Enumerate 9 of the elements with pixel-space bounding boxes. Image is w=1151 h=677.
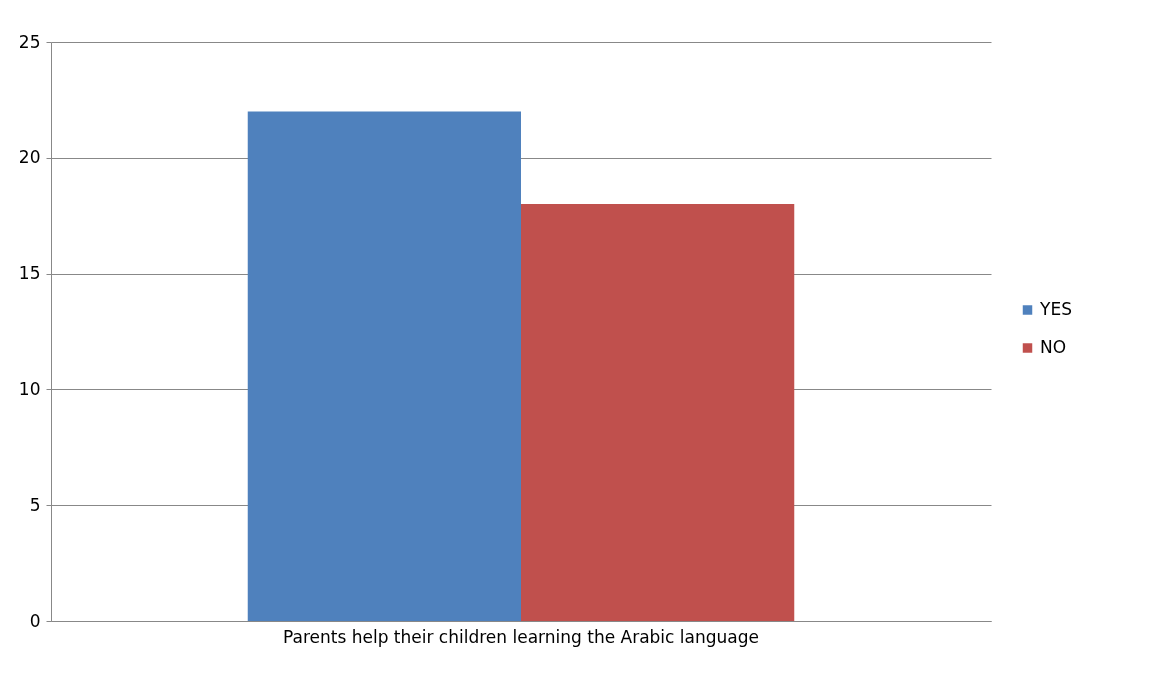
x-tick-label: Parents help their children learning the Arabic language <box>283 626 759 647</box>
y-tick-label: 0 <box>29 610 41 631</box>
y-tick-label: 20 <box>18 147 41 168</box>
legend-label: YES <box>1039 299 1072 319</box>
legend-label: NO <box>1040 337 1067 357</box>
y-tick-label: 25 <box>18 31 41 52</box>
y-tick-label: 10 <box>18 378 41 399</box>
y-tick-label: 5 <box>29 494 41 515</box>
y-tick-label: 15 <box>18 263 41 284</box>
